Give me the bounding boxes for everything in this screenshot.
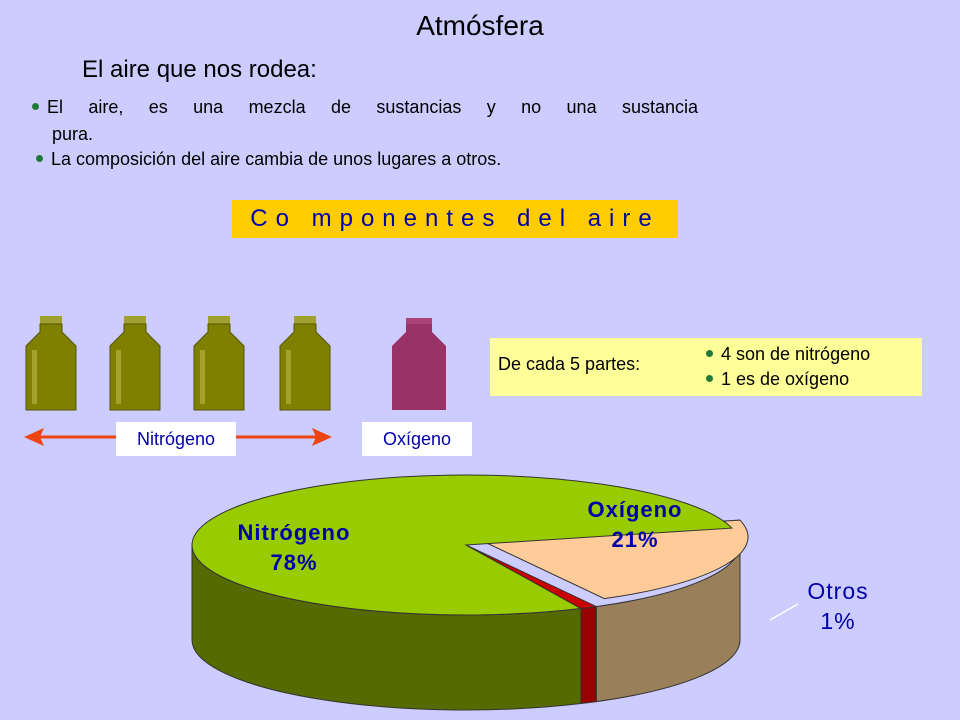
ratio-info-nitrogen-text: 4 son de nitrógeno xyxy=(721,344,871,364)
others-leader-line xyxy=(769,603,799,621)
pie-label-oxygen-value: 21% xyxy=(611,527,659,552)
bullet-mixture-text: El aire, es una mezcla de sustancias y n… xyxy=(47,97,698,117)
bullet-dot-icon xyxy=(32,102,39,110)
ratio-info-box xyxy=(490,338,922,396)
bullet-dot-icon xyxy=(706,374,713,382)
ratio-info-oxygen-text: 1 es de oxígeno xyxy=(721,369,850,389)
bullet-dot-icon xyxy=(706,349,713,357)
bullet-mixture-continuation: pura. xyxy=(52,124,94,144)
nitrogen-bottle-icon xyxy=(193,316,245,411)
ratio-info-nitrogen: 4 son de nitrógeno xyxy=(706,344,870,365)
page-title: Atmósfera xyxy=(416,10,544,41)
oxygen-tag: Oxígeno xyxy=(362,422,472,456)
section-subtitle: El aire que nos rodea: xyxy=(82,56,317,83)
nitrogen-bottle-icon xyxy=(109,316,161,411)
pie-label-others-value: 1% xyxy=(820,608,856,634)
pie-label-others: Otros 1% xyxy=(786,576,890,636)
oxygen-bottle-icon xyxy=(392,318,446,410)
pie-slice-nitrogen xyxy=(191,474,733,616)
nitrogen-bottle-icon xyxy=(279,316,331,411)
pie-label-oxygen-name: Oxígeno xyxy=(587,497,683,522)
bullet-dot-icon xyxy=(36,154,43,162)
pie-top xyxy=(191,474,749,616)
pie-label-nitrogen: Nitrógeno 78% xyxy=(226,518,362,578)
pie-label-nitrogen-value: 78% xyxy=(270,550,318,575)
pie-label-others-name: Otros xyxy=(807,578,869,604)
ratio-info-oxygen: 1 es de oxígeno xyxy=(706,369,849,390)
pie-slice-others-side xyxy=(580,606,597,705)
nitrogen-tag: Nitrógeno xyxy=(116,422,236,456)
bullet-composition-text: La composición del aire cambia de unos l… xyxy=(51,149,502,169)
bullet-mixture: El aire, es una mezcla de sustancias y n… xyxy=(32,97,698,118)
pie-label-oxygen: Oxígeno 21% xyxy=(574,495,696,555)
ratio-info-lead: De cada 5 partes: xyxy=(498,354,641,374)
bullet-composition: La composición del aire cambia de unos l… xyxy=(36,149,501,170)
nitrogen-bottle-icon xyxy=(25,316,77,411)
pie-label-nitrogen-name: Nitrógeno xyxy=(237,520,351,545)
components-banner: Co mponentes del aire xyxy=(232,200,678,238)
